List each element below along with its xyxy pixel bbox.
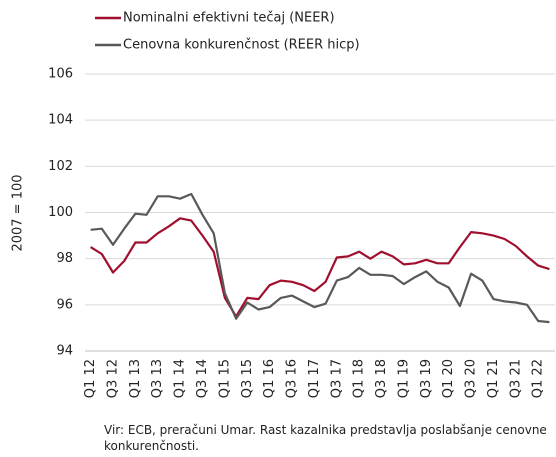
series-line	[90, 192, 550, 324]
x-tick-label: Q3 14	[195, 359, 210, 398]
y-tick-label: 100	[48, 205, 73, 220]
x-tick-label: Q3 13	[150, 359, 165, 398]
x-tick-label: Q3 16	[285, 359, 300, 398]
x-tick-label: Q1 16	[262, 359, 277, 398]
x-tick-label: Q1 22	[531, 359, 546, 398]
chart: 2007 = 100 94 96 98 100 102 104 106 Q1 12 Q3 12 Q…	[11, 11, 555, 398]
x-tick-label: Q1 14	[173, 359, 188, 398]
source-note: Vir: ECB, preračuni Umar. Rast kazalnika…	[104, 423, 547, 453]
x-tick-label: Q1 19	[396, 359, 411, 398]
x-tick-label: Q3 21	[508, 359, 523, 398]
legend-label: Cenovna konkurenčnost (REER hicp)	[123, 38, 360, 53]
y-tick-label: 98	[56, 251, 73, 266]
x-tick-label: Q3 20	[464, 359, 479, 398]
x-tick-label: Q1 21	[486, 359, 501, 398]
x-tick-label: Q3 18	[374, 359, 389, 398]
x-tick-label: Q1 12	[83, 359, 98, 398]
y-tick-label: 96	[56, 297, 73, 312]
x-tick-label: Q3 17	[329, 359, 344, 398]
legend-label: Nominalni efektivni tečaj (NEER)	[123, 11, 335, 26]
x-tick-label: Q3 15	[240, 359, 255, 398]
y-tick-label: 102	[48, 159, 73, 174]
y-tick-label: 104	[48, 113, 73, 128]
x-tick-label: Q1 15	[217, 359, 232, 398]
x-tick-label: Q3 12	[105, 359, 120, 398]
series-line	[90, 217, 550, 318]
x-tick-label: Q1 18	[352, 359, 367, 398]
y-axis-label: 2007 = 100	[11, 174, 26, 251]
x-tick-label: Q3 19	[419, 359, 434, 398]
x-tick-label: Q1 17	[307, 359, 322, 398]
y-tick-label: 106	[48, 67, 73, 82]
y-tick-label: 94	[56, 344, 73, 359]
x-tick-label: Q1 13	[128, 359, 143, 398]
x-tick-label: Q1 20	[441, 359, 456, 398]
